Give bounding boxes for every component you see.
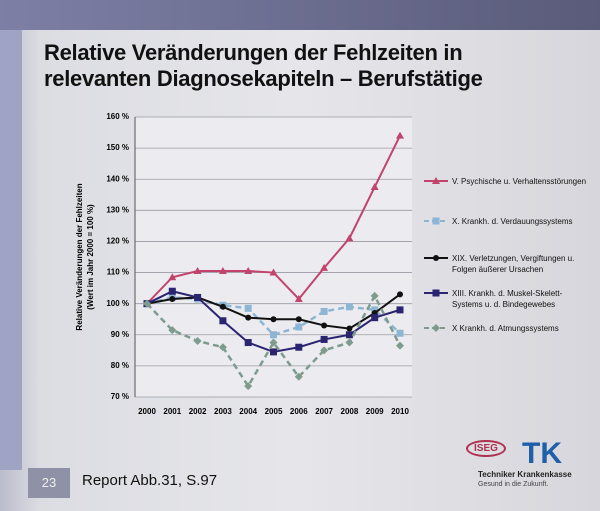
marker (168, 273, 177, 281)
marker (244, 339, 252, 347)
y-tick-label: 120 % (106, 237, 129, 246)
y-tick-label: 80 % (111, 361, 129, 370)
series-line (146, 293, 402, 389)
marker (294, 372, 303, 381)
y-tick-label: 130 % (106, 205, 129, 214)
marker (295, 343, 303, 351)
y-axis-label: (Wert im Jahr 2000 = 100 %) (86, 204, 95, 310)
y-tick-label: 110 % (107, 268, 129, 277)
marker (218, 267, 227, 274)
marker (169, 296, 176, 302)
marker (370, 183, 379, 190)
marker (321, 322, 328, 329)
marker (295, 323, 303, 331)
marker (168, 326, 177, 335)
marker (295, 316, 302, 323)
marker (320, 307, 328, 315)
marker (218, 343, 227, 352)
source: Report Abb.31, S.97 (82, 472, 218, 489)
marker (219, 303, 226, 310)
marker (346, 325, 353, 332)
y-axis-label: Relative Veränderungen der Fehlzeiten (75, 183, 84, 330)
marker (320, 263, 329, 271)
y-tick-label: 140 % (106, 174, 129, 183)
logo-text: Techniker Krankenkasse (478, 470, 572, 479)
marker (245, 314, 252, 321)
y-tick-label: 100 % (106, 299, 129, 308)
y-tick-label: 150 % (106, 143, 129, 152)
marker (432, 289, 440, 297)
marker (432, 217, 440, 225)
y-tick-label: 160 % (106, 112, 129, 121)
x-tick-label: 2001 (163, 407, 181, 416)
side-band (0, 30, 22, 470)
x-tick-label: 2000 (138, 407, 156, 416)
marker (294, 295, 303, 302)
marker (371, 306, 379, 314)
logo-text: TK (522, 437, 562, 470)
marker (432, 177, 440, 184)
header-band (0, 0, 600, 30)
logo-text: ISEG (466, 440, 506, 457)
marker (320, 346, 329, 355)
marker (168, 287, 176, 295)
marker (370, 291, 379, 300)
marker (345, 303, 353, 311)
x-tick-label: 2009 (366, 407, 384, 416)
marker (270, 348, 277, 356)
marker (320, 335, 328, 343)
page-number: 23 (28, 468, 70, 498)
marker (244, 304, 252, 312)
marker (244, 382, 253, 391)
legend-label: V. Psychische u. Verhaltensstörungen (452, 177, 587, 186)
marker (345, 338, 354, 347)
y-tick-label: 90 % (111, 330, 129, 339)
marker (219, 317, 227, 325)
marker (269, 338, 278, 347)
marker (433, 255, 439, 261)
marker (193, 267, 202, 274)
marker (194, 293, 202, 301)
marker (397, 291, 403, 298)
y-tick-label: 70 % (111, 392, 129, 401)
x-tick-label: 2007 (315, 407, 333, 416)
marker (345, 331, 353, 339)
logo-text: Gesund in die Zukunft. (478, 481, 549, 488)
marker (396, 131, 404, 139)
x-tick-label: 2006 (290, 407, 308, 416)
x-tick-label: 2003 (214, 407, 232, 416)
x-tick-label: 2008 (341, 407, 359, 416)
marker (193, 337, 202, 345)
legend-label: X. Krankh. d. Verdauungssystems (452, 217, 573, 226)
legend-label: XIII. Krankh. d. Muskel-Skelett-Systems … (452, 289, 563, 309)
legend-label: XIX. Verletzungen, Vergiftungen u. Folge… (452, 254, 575, 274)
marker (396, 306, 404, 314)
x-tick-label: 2010 (391, 407, 409, 416)
marker (269, 268, 278, 276)
title-line: Relative Veränderungen der Fehlzeiten in (44, 40, 463, 65)
marker (244, 267, 253, 274)
marker (432, 324, 440, 332)
legend-label: X Krankh. d. Atmungssystems (452, 324, 559, 333)
marker (143, 299, 151, 308)
x-tick-label: 2005 (265, 407, 283, 416)
marker (396, 329, 404, 337)
marker (345, 234, 354, 242)
x-tick-label: 2004 (239, 407, 257, 416)
title-line: relevanten Diagnosekapiteln – Berufstäti… (44, 66, 483, 91)
marker (270, 331, 277, 339)
marker (396, 341, 404, 350)
marker (371, 314, 379, 322)
marker (270, 316, 277, 323)
x-tick-label: 2002 (189, 407, 207, 416)
